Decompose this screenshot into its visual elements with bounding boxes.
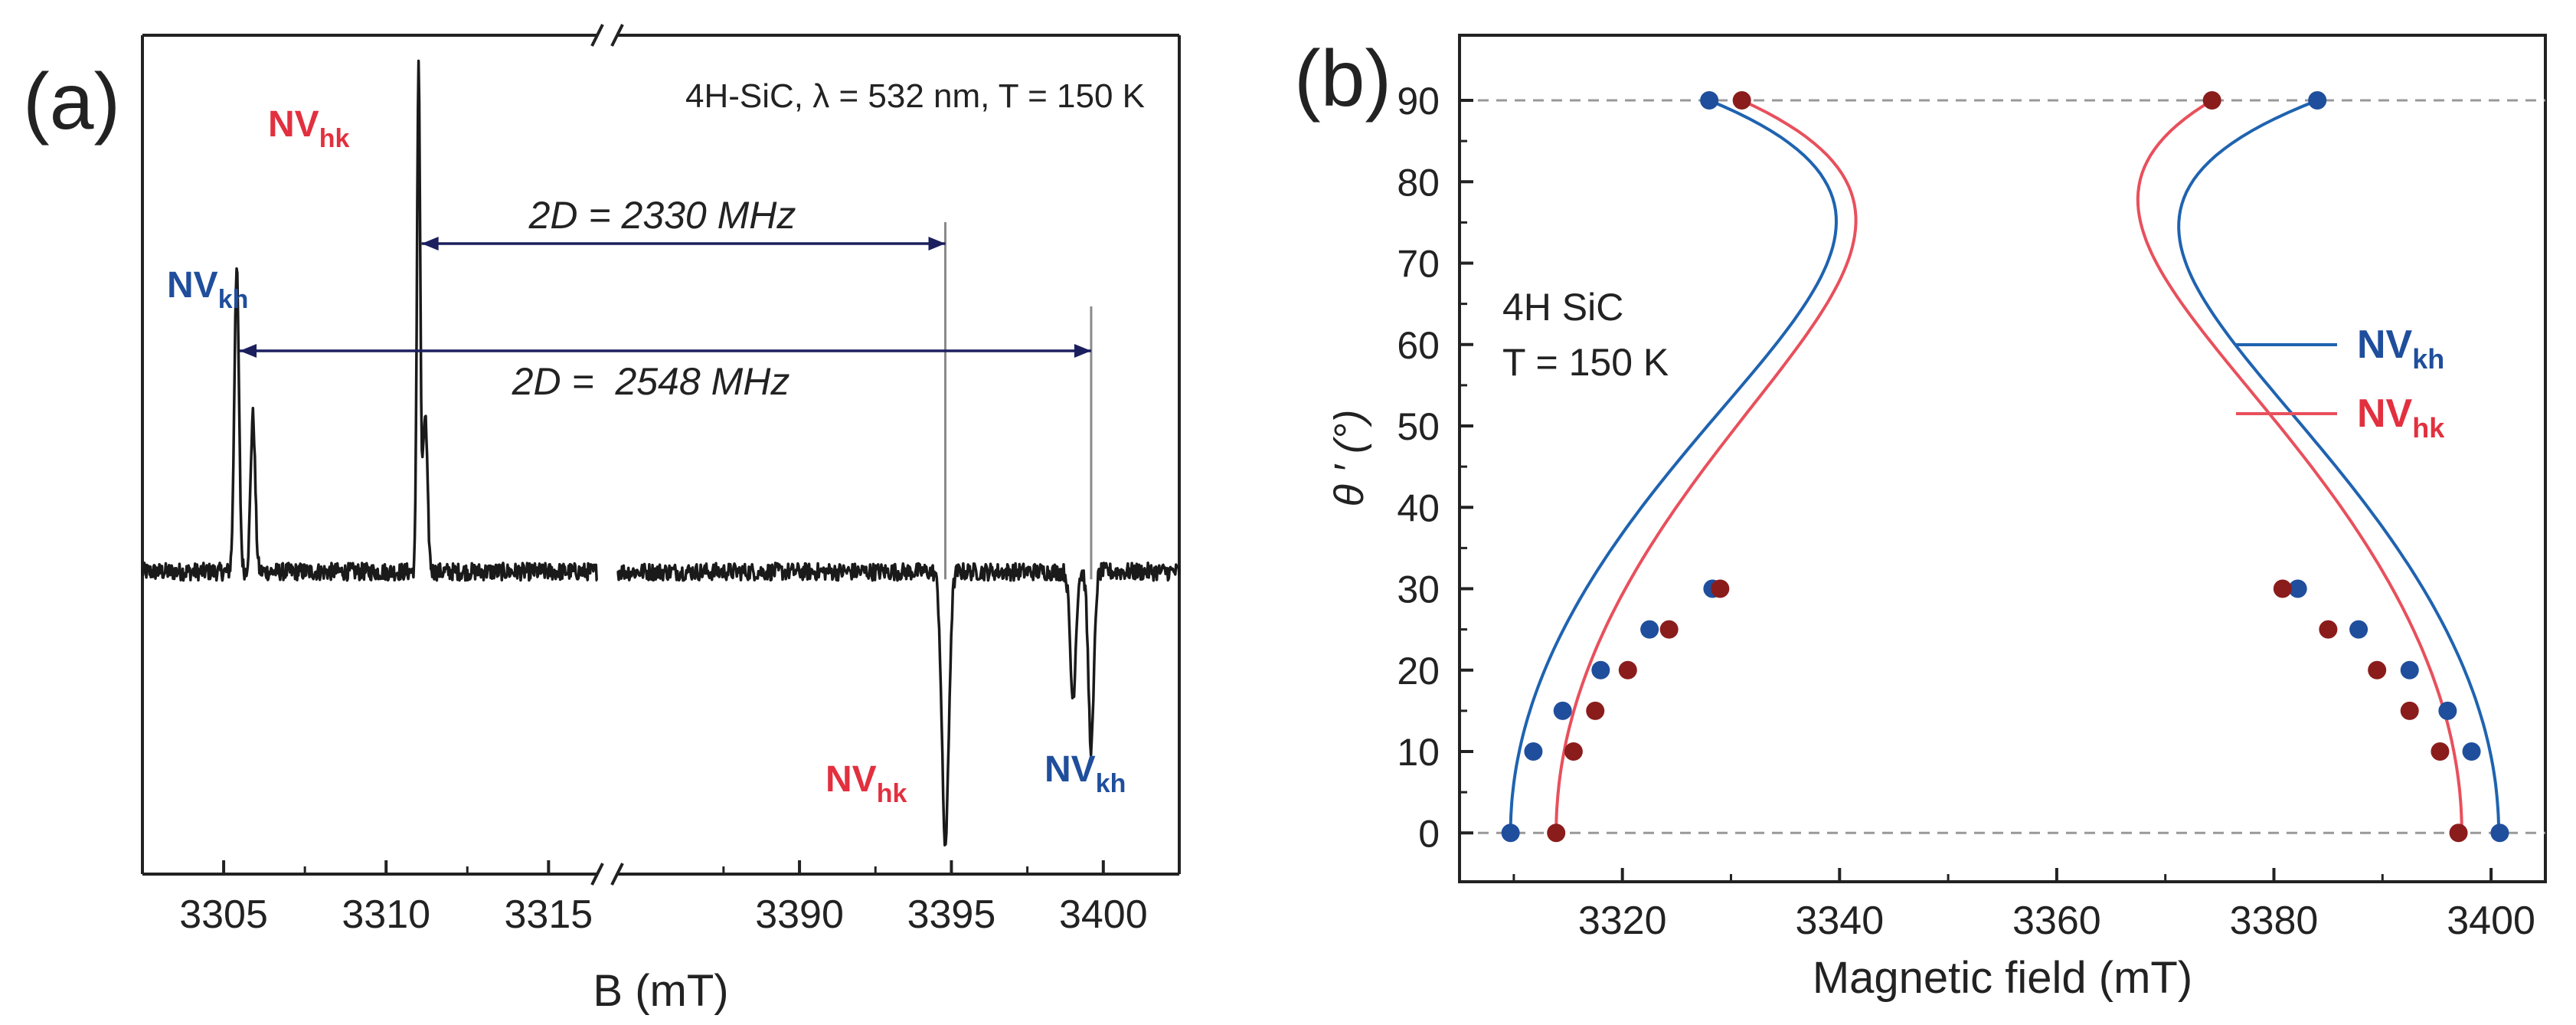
legend-sub: kh: [2412, 343, 2444, 375]
x-tick-label: 3380: [2230, 899, 2319, 943]
y-tick-label: 30: [1397, 568, 1440, 611]
panel-a-xlabel: B (mT): [593, 966, 728, 1016]
data-point-nvhk: [2202, 91, 2221, 110]
y-tick-label: 20: [1397, 650, 1440, 693]
fit-curve-nvhk-low: [1554, 99, 1858, 833]
panel-a-trace: [141, 59, 1181, 847]
y-tick-label: 50: [1397, 405, 1440, 448]
data-point-nvhk: [2431, 742, 2450, 761]
data-point-nvhk: [2368, 660, 2387, 680]
panel-a-title: 4H-SiC, λ = 532 nm, T = 150 K: [685, 77, 1145, 115]
data-point-nvkh: [2490, 824, 2509, 843]
x-tick-label: 3340: [1795, 899, 1884, 943]
panel-b-fit-curves: [1509, 99, 2500, 833]
data-point-nvkh: [1524, 742, 1543, 761]
x-tick-label: 3400: [2447, 899, 2535, 943]
arrow-head-left: [240, 344, 257, 358]
data-point-nvkh: [1591, 660, 1610, 680]
legend-sub: hk: [2412, 412, 2445, 444]
x-tick-label: 3395: [907, 892, 996, 937]
arrow-head-right: [928, 237, 946, 251]
panel-b-label: (b): [1294, 34, 1391, 123]
y-tick-label: 90: [1397, 80, 1440, 123]
data-point-nvkh: [1553, 701, 1572, 720]
inset-text-line-1: 4H SiC: [1502, 286, 1623, 329]
y-tick-label: 70: [1397, 243, 1440, 286]
x-tick-label: 3400: [1059, 892, 1148, 937]
axis-break-top: [590, 24, 624, 47]
arrow-2548: [240, 344, 1091, 358]
data-point-nvkh: [2462, 742, 2481, 761]
x-tick-label: 3320: [1578, 899, 1667, 943]
x-tick-label: 3390: [755, 892, 844, 937]
y-tick-label: 0: [1418, 812, 1440, 855]
arrow-2330: [421, 237, 946, 251]
axis-break-bottom: [590, 863, 624, 886]
y-tick-label: 60: [1397, 324, 1440, 367]
panel-a-label: (a): [23, 57, 120, 146]
y-tick-label: 40: [1397, 486, 1440, 529]
data-point-nvkh: [1501, 824, 1520, 843]
data-point-nvhk: [1732, 91, 1751, 110]
panel-a: (a) 3305 3310 3315 3390 3395 3400 2D = 2330 M…: [23, 24, 1181, 1016]
data-point-nvhk: [2319, 620, 2338, 639]
data-point-nvkh: [1700, 91, 1719, 110]
panel-b-frame: [1458, 34, 2547, 883]
fit-curve-nvkh-low: [1509, 99, 1839, 833]
panel-b-ticks: 3320 3340 3360 3380 3400 0 10 20 30 40 50 60 70 80 90: [1397, 80, 2535, 943]
data-point-nvhk: [2400, 701, 2419, 720]
data-point-nvhk: [1711, 579, 1730, 598]
data-point-nvhk: [1659, 620, 1679, 639]
data-point-nvkh: [1640, 620, 1659, 639]
data-point-nvhk: [1547, 824, 1566, 843]
panel-b-xlabel: Magnetic field (mT): [1813, 953, 2192, 1003]
x-tick-label: 3315: [505, 892, 593, 937]
data-point-nvkh: [2400, 660, 2419, 680]
data-point-nvkh: [2308, 91, 2327, 110]
trace-segment: [141, 59, 598, 582]
inset-text-line-2: T = 150 K: [1502, 341, 1669, 384]
fit-curve-nvkh-high: [2177, 99, 2500, 833]
data-point-nvhk: [1618, 660, 1637, 680]
data-point-nvhk: [2273, 579, 2292, 598]
label-sub: kh: [1096, 769, 1126, 798]
data-point-nvkh: [2438, 701, 2457, 720]
label-nv-hk-top: NVhk: [268, 104, 349, 153]
label-sub: kh: [218, 285, 249, 314]
y-tick-label: 80: [1397, 161, 1440, 204]
fit-curve-nvhk-high: [2136, 99, 2463, 833]
data-point-nvkh: [2288, 579, 2307, 598]
label-sub: hk: [877, 779, 907, 808]
label-nv-kh-bottom: NVkh: [1044, 749, 1126, 798]
x-tick-label: 3360: [2012, 899, 2101, 943]
data-point-nvhk: [2449, 824, 2468, 843]
label-sub: hk: [319, 124, 350, 153]
legend: NVkh NVhk: [2236, 323, 2445, 444]
splitting-label-2548: 2D = 2548 MHz: [512, 360, 790, 403]
legend-label-nv-hk: NVhk: [2357, 391, 2445, 444]
panel-b-ylabel: θ ′ (°): [1326, 410, 1372, 507]
label-nv-hk-bottom: NVhk: [825, 759, 907, 808]
x-tick-label: 3305: [179, 892, 268, 937]
data-point-nvhk: [1586, 701, 1605, 720]
arrow-head-right: [1074, 344, 1091, 358]
data-point-nvkh: [2349, 620, 2368, 639]
data-point-nvhk: [1564, 742, 1583, 761]
y-tick-label: 10: [1397, 731, 1440, 774]
splitting-label-2330: 2D = 2330 MHz: [528, 194, 796, 237]
arrow-head-left: [421, 237, 439, 251]
panel-a-ticks: 3305 3310 3315 3390 3395 3400: [179, 860, 1148, 937]
legend-label-nv-kh: NVkh: [2357, 323, 2444, 375]
panel-b-data-points: [1501, 91, 2509, 843]
panel-b: (b) 3320 3340 3360 3380 3400 0 10 20 30 40 50 60 70 8…: [1294, 34, 2547, 1003]
trace-segment: [616, 562, 1181, 847]
x-tick-label: 3310: [342, 892, 430, 937]
label-nv-kh-left: NVkh: [167, 265, 248, 314]
panel-b-dashed-lines: [1460, 99, 2545, 834]
